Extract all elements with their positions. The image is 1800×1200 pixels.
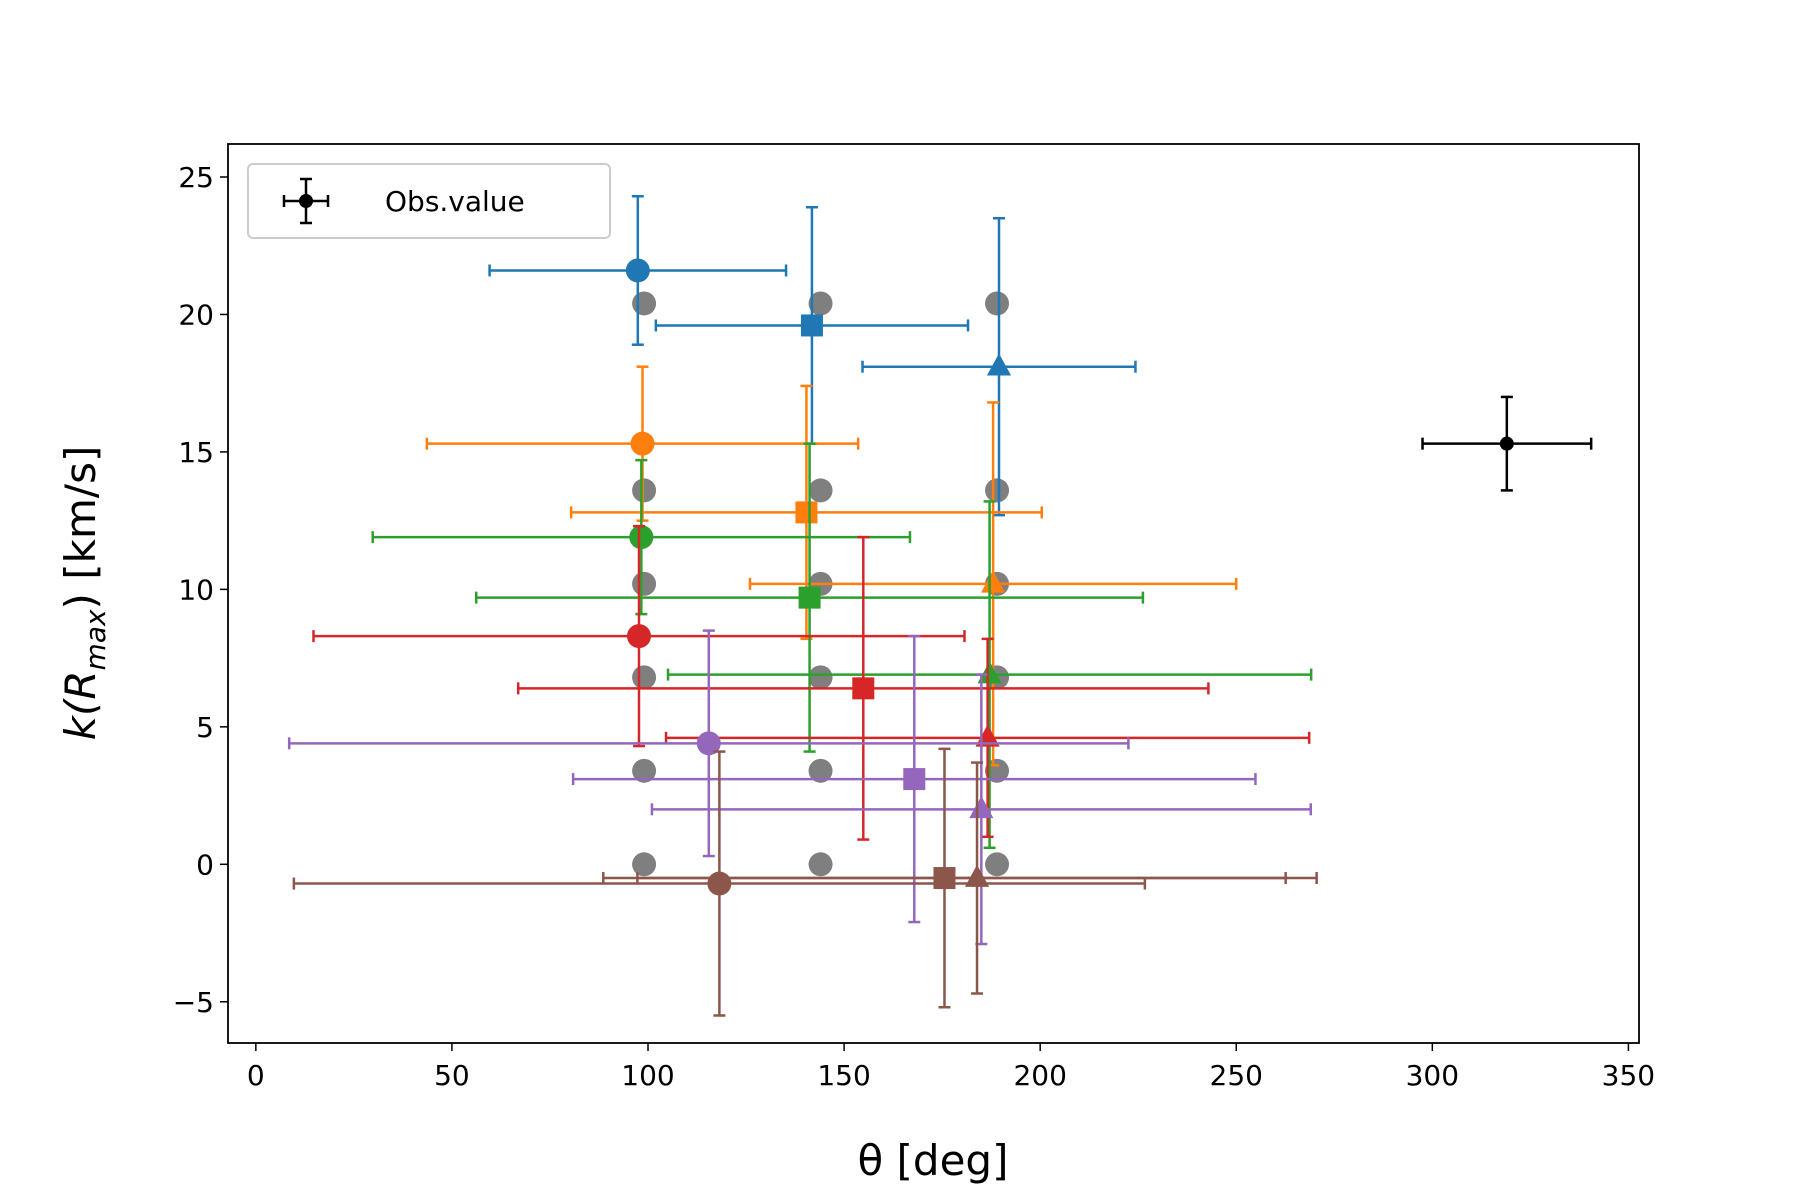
- x-tick-label: 50: [434, 1059, 470, 1092]
- marker-circle: [985, 478, 1010, 503]
- marker-circle: [985, 852, 1010, 877]
- x-tick-label: 200: [1013, 1059, 1066, 1092]
- marker-circle: [808, 291, 833, 316]
- y-label-sub: max: [79, 609, 112, 670]
- x-tick-label: 0: [247, 1059, 265, 1092]
- plot-frame: [227, 143, 1640, 1044]
- x-tick-label: 150: [817, 1059, 870, 1092]
- legend-label: Obs.value: [385, 185, 525, 218]
- marker-triangle: [977, 661, 1002, 684]
- marker-circle: [632, 571, 657, 596]
- y-tick-label: 15: [178, 436, 214, 469]
- marker-circle: [707, 871, 732, 896]
- y-label-rest: ) [km/s]: [56, 446, 105, 610]
- marker-square: [903, 768, 926, 791]
- y-tick-label: 0: [196, 848, 214, 881]
- marker-square: [795, 501, 818, 524]
- marker-square: [798, 586, 821, 609]
- marker-triangle: [986, 353, 1012, 376]
- x-tick-label: 100: [621, 1059, 674, 1092]
- legend-box: [247, 163, 611, 239]
- marker-circle: [632, 665, 657, 690]
- x-tick-label: 350: [1602, 1059, 1655, 1092]
- marker-triangle: [969, 796, 994, 819]
- marker-circle: [696, 731, 721, 756]
- y-tick-label: 20: [178, 298, 214, 331]
- marker-dot: [1499, 436, 1514, 451]
- y-tick-label: 25: [178, 161, 214, 194]
- y-tick-label: −5: [173, 986, 214, 1019]
- marker-circle: [632, 291, 657, 316]
- x-tick-label: 250: [1210, 1059, 1263, 1092]
- y-axis-label: k(Rmax) [km/s]: [56, 446, 112, 741]
- marker-circle: [632, 478, 657, 503]
- x-tick-label: 300: [1406, 1059, 1459, 1092]
- marker-square: [852, 677, 875, 700]
- y-label-base: k(R: [56, 670, 105, 740]
- marker-circle: [808, 758, 833, 783]
- marker-circle: [632, 758, 657, 783]
- y-tick-label: 10: [178, 573, 214, 606]
- marker-circle: [808, 852, 833, 877]
- legend-marker: [299, 194, 313, 208]
- plot-area: [228, 144, 1639, 1043]
- marker-triangle: [964, 864, 990, 887]
- marker-circle: [626, 624, 651, 649]
- marker-circle: [632, 852, 657, 877]
- marker-circle: [808, 665, 833, 690]
- marker-circle: [629, 525, 654, 550]
- marker-circle: [630, 431, 655, 456]
- marker-circle: [625, 258, 650, 283]
- marker-square: [800, 314, 823, 337]
- marker-circle: [985, 291, 1010, 316]
- marker-circle: [808, 478, 833, 503]
- marker-triangle: [981, 570, 1006, 593]
- x-axis-label: θ [deg]: [858, 1136, 1009, 1185]
- y-tick-label: 5: [196, 711, 214, 744]
